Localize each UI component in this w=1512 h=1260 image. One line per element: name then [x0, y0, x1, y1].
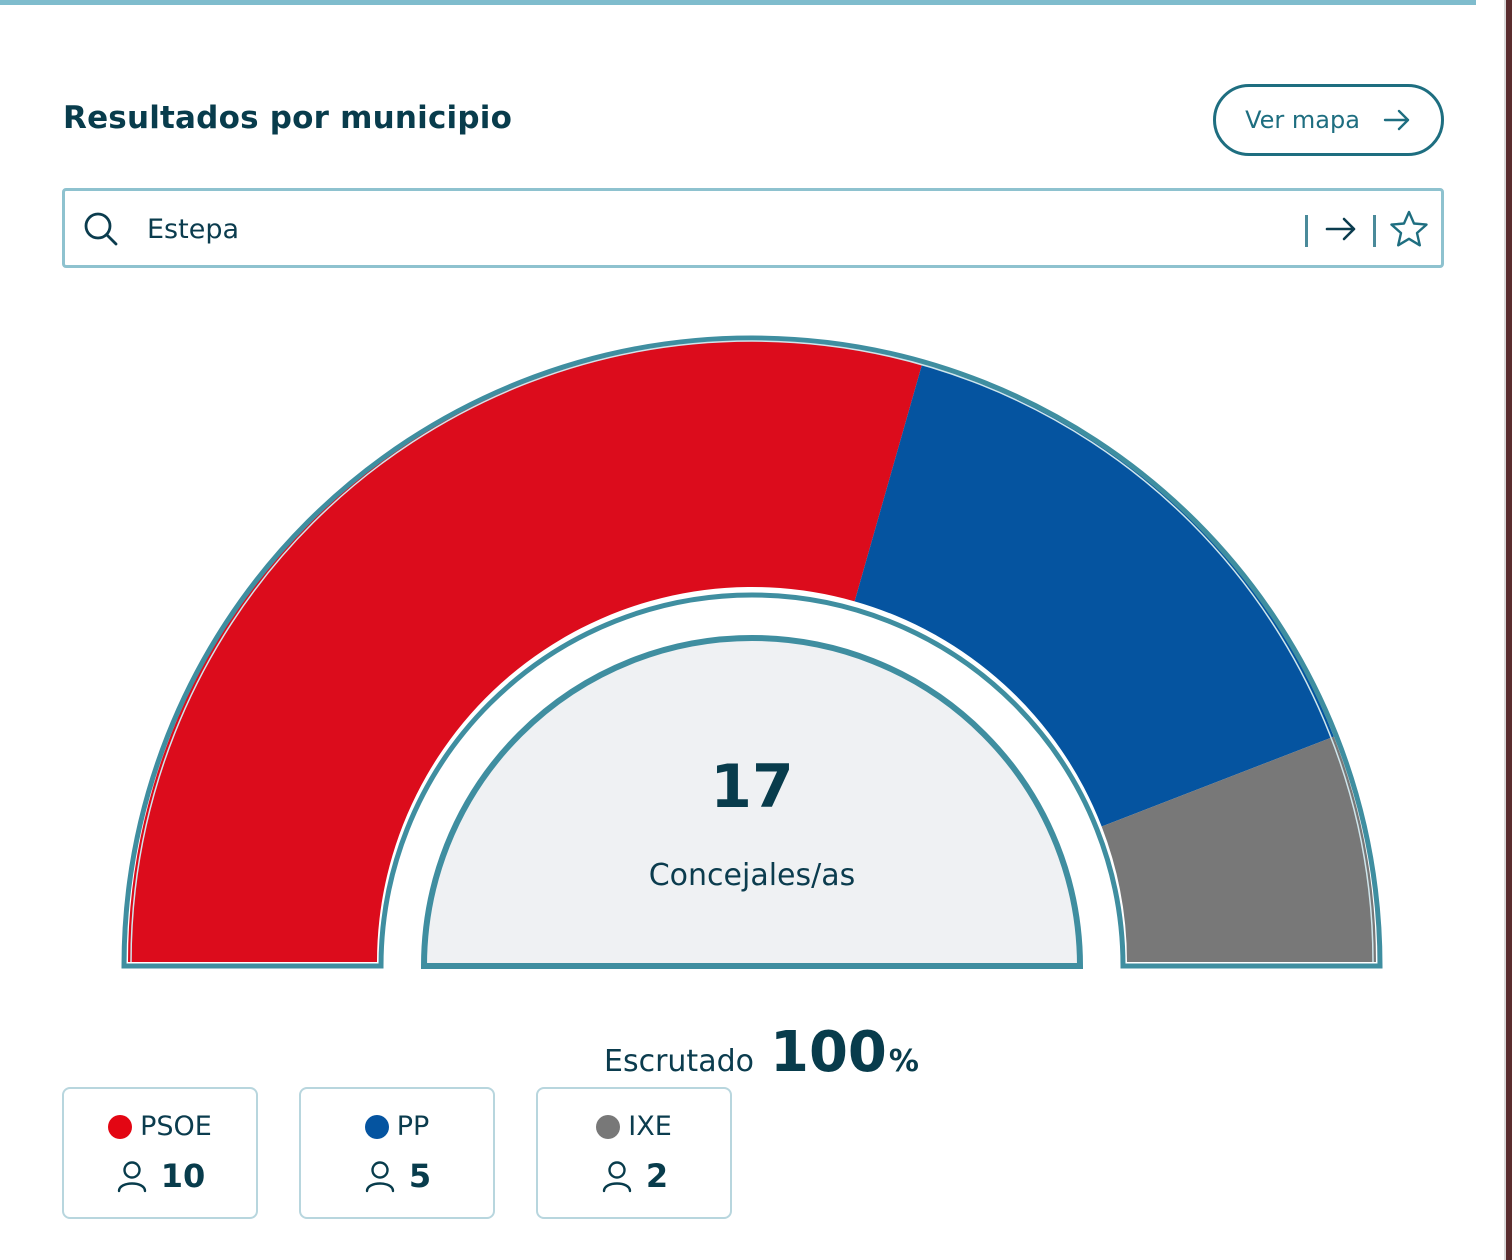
party-card-psoe[interactable]: PSOE 10	[62, 1087, 258, 1219]
total-seats: 17	[710, 752, 794, 822]
party-card-ixe[interactable]: IXE 2	[536, 1087, 732, 1219]
party-seats: 2	[645, 1157, 669, 1195]
party-name: PP	[396, 1111, 430, 1142]
chart-ring-border	[121, 335, 1383, 969]
person-icon	[602, 1161, 632, 1193]
window-edge-strip	[1506, 0, 1512, 1260]
count-progress: Escrutado 100 %	[604, 1020, 919, 1085]
person-icon	[117, 1161, 146, 1193]
municipality-search	[62, 188, 1444, 268]
window-edge	[1504, 0, 1506, 1260]
party-card-pp[interactable]: PP 5	[299, 1087, 495, 1219]
search-icon	[84, 212, 118, 246]
party-seats: 10	[160, 1157, 206, 1195]
total-seats-label: Concejales/as	[648, 858, 856, 893]
chart-slice-pp[interactable]	[854, 361, 1334, 827]
seats-chart	[121, 335, 1383, 969]
count-progress-unit: %	[888, 1044, 919, 1079]
chart-slice-ixe[interactable]	[1101, 736, 1376, 962]
separator	[1373, 215, 1376, 247]
party-color-dot	[108, 1114, 133, 1139]
count-progress-value: 100	[769, 1020, 887, 1085]
person-icon	[365, 1161, 395, 1193]
count-progress-label: Escrutado	[604, 1044, 754, 1079]
arrow-right-icon	[1383, 109, 1410, 131]
party-color-dot	[596, 1114, 621, 1139]
star-icon[interactable]	[1389, 209, 1429, 249]
page-title: Resultados por municipio	[63, 100, 513, 136]
top-border	[0, 0, 1476, 5]
chart-ring-highlight	[130, 340, 1374, 963]
party-name: IXE	[628, 1111, 672, 1142]
view-map-label: Ver mapa	[1245, 106, 1360, 134]
party-color-dot	[364, 1114, 389, 1139]
search-input[interactable]	[147, 205, 1287, 253]
search-go-icon[interactable]	[1323, 211, 1359, 247]
chart-center-disc	[420, 635, 1084, 969]
view-map-button[interactable]: Ver mapa	[1213, 84, 1444, 156]
chart-slice-psoe[interactable]	[128, 337, 923, 962]
party-seats: 5	[408, 1157, 432, 1195]
party-name: PSOE	[140, 1111, 212, 1142]
separator	[1305, 215, 1308, 247]
